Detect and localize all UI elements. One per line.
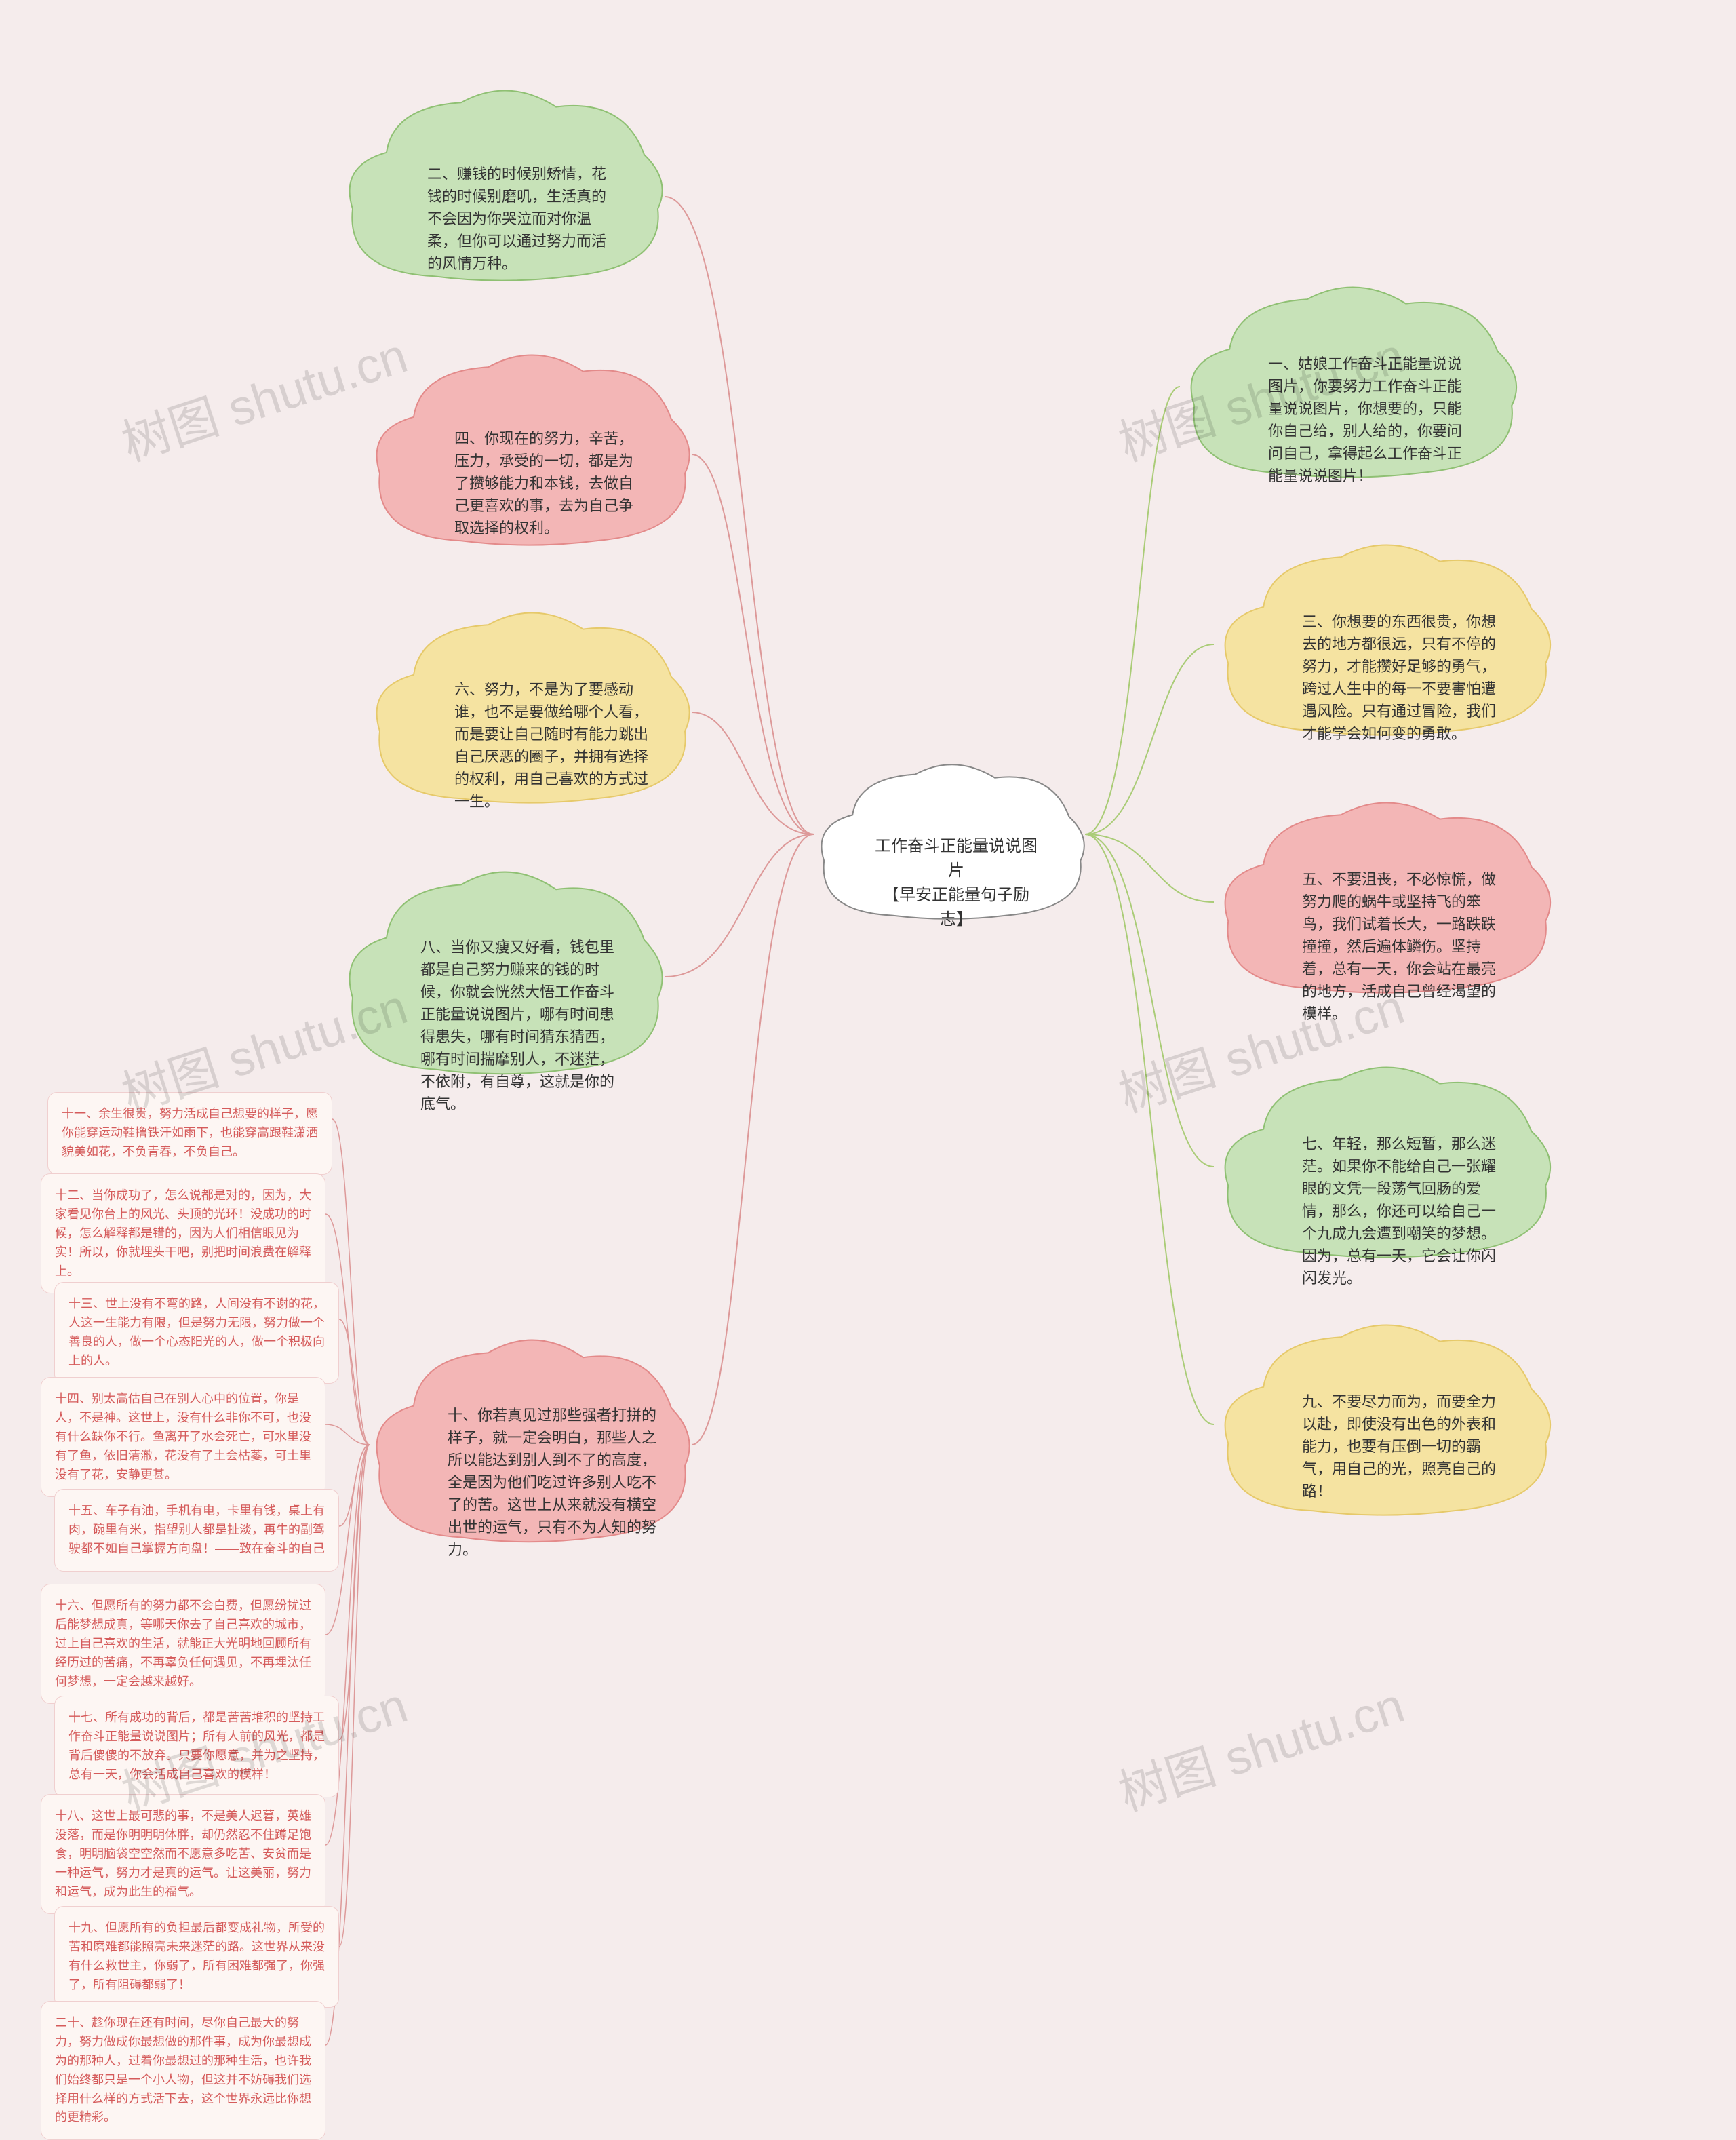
cloud-label: 工作奋斗正能量说说图片 【早安正能量句子励志】 (868, 828, 1044, 939)
cloud-node[interactable]: 六、努力，不是为了要感动谁，也不是要做给哪个人看，而是要让自己随时有能力跳出自己… (359, 590, 698, 807)
cloud-node[interactable]: 一、姑娘工作奋斗正能量说说图片，你要努力工作奋斗正能量说说图片，你想要的，只能你… (1173, 265, 1526, 482)
small-node-text: 十七、所有成功的背后，都是苦苦堆积的坚持工作奋斗正能量说说图片；所有人前的风光，… (68, 1711, 325, 1781)
small-node[interactable]: 十五、车子有油，手机有电，卡里有钱，桌上有肉，碗里有米，指望别人都是扯淡，再牛的… (54, 1489, 339, 1572)
cloud-node[interactable]: 九、不要尽力而为，而要全力以赴，即使没有出色的外表和能力，也要有压倒一切的霸气，… (1207, 1302, 1560, 1519)
watermark: 树图 shutu.cn (1108, 1665, 1411, 1825)
cloud-label: 七、年轻，那么短暂，那么迷茫。如果你不能给自己一张耀眼的文凭一段荡气回肠的爱情，… (1295, 1126, 1512, 1296)
small-node[interactable]: 十七、所有成功的背后，都是苦苦堆积的坚持工作奋斗正能量说说图片；所有人前的风光，… (54, 1696, 339, 1797)
cloud-label: 二、赚钱的时候别矫情，花钱的时候别磨叽，生活真的不会因为你哭泣而对你温柔，但你可… (420, 156, 624, 281)
cloud-label: 五、不要沮丧，不必惊慌，做努力爬的蜗牛或坚持飞的笨鸟，我们试着长大，一路跌跌撞撞… (1295, 861, 1512, 1032)
small-node[interactable]: 十九、但愿所有的负担最后都变成礼物，所受的苦和磨难都能照亮未来迷茫的路。这世界从… (54, 1906, 339, 2008)
cloud-node[interactable]: 八、当你又瘦又好看，钱包里都是自己努力赚来的钱的时候，你就会恍然大悟工作奋斗正能… (332, 848, 671, 1078)
cloud-label: 六、努力，不是为了要感动谁，也不是要做给哪个人看，而是要让自己随时有能力跳出自己… (448, 672, 658, 819)
small-node-text: 十九、但愿所有的负担最后都变成礼物，所受的苦和磨难都能照亮未来迷茫的路。这世界从… (68, 1921, 325, 1991)
small-node[interactable]: 十四、别太高估自己在别人心中的位置，你是人，不是神。这世上，没有什么非你不可，也… (41, 1377, 326, 1497)
cloud-node[interactable]: 十、你若真见过那些强者打拼的样子，就一定会明白，那些人之所以能达到别人到不了的高… (359, 1316, 698, 1546)
cloud-label: 三、你想要的东西很贵，你想去的地方都很远，只有不停的努力，才能攒好足够的勇气，跨… (1295, 604, 1512, 752)
small-node-text: 十一、余生很贵，努力活成自己想要的样子，愿你能穿运动鞋撸铁汗如雨下，也能穿高跟鞋… (62, 1107, 318, 1159)
small-node[interactable]: 十三、世上没有不弯的路，人间没有不谢的花，人这一生能力有限，但是努力无限，努力做… (54, 1282, 339, 1384)
cloud-node[interactable]: 二、赚钱的时候别矫情，花钱的时候别磨叽，生活真的不会因为你哭泣而对你温柔，但你可… (332, 68, 671, 285)
small-node[interactable]: 二十、趁你现在还有时间，尽你自己最大的努力，努力做成你最想做的那件事，成为你最想… (41, 2001, 326, 2140)
small-node-text: 十八、这世上最可悲的事，不是美人迟暮，英雄没落，而是你明明明体胖，却仍然忍不住蹲… (55, 1809, 311, 1899)
cloud-node[interactable]: 三、你想要的东西很贵，你想去的地方都很远，只有不停的努力，才能攒好足够的勇气，跨… (1207, 522, 1560, 739)
center-node[interactable]: 工作奋斗正能量说说图片 【早安正能量句子励志】 (807, 746, 1092, 922)
small-node-text: 十二、当你成功了，怎么说都是对的，因为，大家看见你台上的风光、头顶的光环！没成功… (55, 1188, 311, 1278)
small-node-text: 十五、车子有油，手机有电，卡里有钱，桌上有肉，碗里有米，指望别人都是扯淡，再牛的… (68, 1504, 325, 1555)
cloud-node[interactable]: 七、年轻，那么短暂，那么迷茫。如果你不能给自己一张耀眼的文凭一段荡气回肠的爱情，… (1207, 1045, 1560, 1262)
small-node[interactable]: 十二、当你成功了，怎么说都是对的，因为，大家看见你台上的风光、头顶的光环！没成功… (41, 1173, 326, 1293)
small-node[interactable]: 十八、这世上最可悲的事，不是美人迟暮，英雄没落，而是你明明明体胖，却仍然忍不住蹲… (41, 1794, 326, 1914)
cloud-node[interactable]: 五、不要沮丧，不必惊慌，做努力爬的蜗牛或坚持飞的笨鸟，我们试着长大，一路跌跌撞撞… (1207, 780, 1560, 997)
cloud-label: 八、当你又瘦又好看，钱包里都是自己努力赚来的钱的时候，你就会恍然大悟工作奋斗正能… (414, 929, 631, 1122)
small-node[interactable]: 十一、余生很贵，努力活成自己想要的样子，愿你能穿运动鞋撸铁汗如雨下，也能穿高跟鞋… (47, 1092, 332, 1175)
small-node-text: 十三、世上没有不弯的路，人间没有不谢的花，人这一生能力有限，但是努力无限，努力做… (68, 1297, 325, 1367)
small-node-text: 二十、趁你现在还有时间，尽你自己最大的努力，努力做成你最想做的那件事，成为你最想… (55, 2016, 311, 2124)
cloud-node[interactable]: 四、你现在的努力，辛苦，压力，承受的一切，都是为了攒够能力和本钱，去做自己更喜欢… (359, 332, 698, 549)
cloud-label: 十、你若真见过那些强者打拼的样子，就一定会明白，那些人之所以能达到别人到不了的高… (441, 1397, 665, 1568)
cloud-label: 九、不要尽力而为，而要全力以赴，即使没有出色的外表和能力，也要有压倒一切的霸气，… (1295, 1384, 1512, 1509)
small-node[interactable]: 十六、但愿所有的努力都不会白费，但愿纷扰过后能梦想成真，等哪天你去了自己喜欢的城… (41, 1584, 326, 1704)
cloud-label: 一、姑娘工作奋斗正能量说说图片，你要努力工作奋斗正能量说说图片，你想要的，只能你… (1261, 346, 1478, 494)
cloud-label: 四、你现在的努力，辛苦，压力，承受的一切，都是为了攒够能力和本钱，去做自己更喜欢… (448, 421, 651, 546)
small-node-text: 十四、别太高估自己在别人心中的位置，你是人，不是神。这世上，没有什么非你不可，也… (55, 1392, 311, 1481)
small-node-text: 十六、但愿所有的努力都不会白费，但愿纷扰过后能梦想成真，等哪天你去了自己喜欢的城… (55, 1599, 311, 1688)
